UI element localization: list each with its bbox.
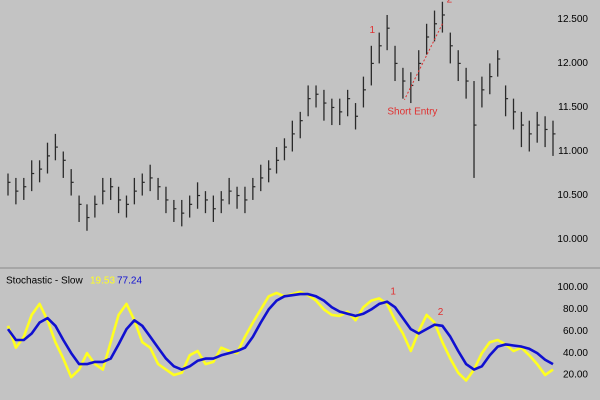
- y-tick-label: 11.000: [558, 146, 588, 157]
- y-tick-label: 11.500: [558, 102, 588, 113]
- annotation: 1: [369, 25, 375, 36]
- y-tick-label: 40.00: [563, 348, 588, 359]
- annotation: Short Entry: [387, 106, 437, 117]
- y-tick-label: 12.500: [557, 14, 588, 25]
- annotation: 1: [390, 286, 396, 297]
- annotation: 2: [438, 307, 444, 318]
- y-tick-label: 60.00: [563, 326, 588, 337]
- indicator-line: [6, 290, 554, 382]
- y-tick-label: 100.00: [557, 282, 588, 293]
- y-tick-label: 12.000: [557, 58, 588, 69]
- indicator-readout: 77.24: [117, 276, 142, 287]
- y-tick-label: 20.00: [563, 370, 588, 381]
- annotation: 2: [447, 0, 453, 5]
- indicator-readout: 19.53: [90, 276, 115, 287]
- y-tick-label: 10.500: [557, 190, 588, 201]
- y-tick-label: 80.00: [563, 304, 588, 315]
- y-tick-label: 10.000: [557, 234, 588, 245]
- indicator-line: [6, 292, 554, 371]
- indicator-title: Stochastic - Slow: [6, 276, 83, 287]
